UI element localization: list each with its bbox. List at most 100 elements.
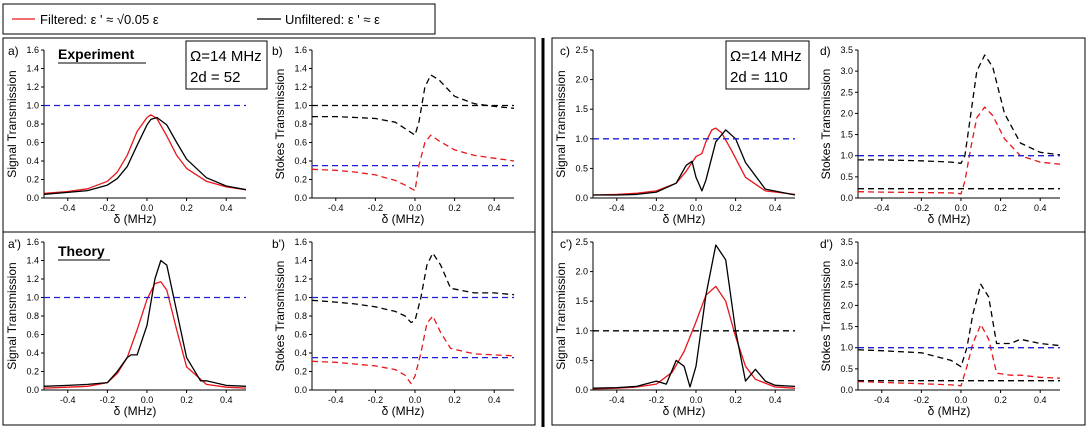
y-tick-label: 1.2 (26, 274, 39, 284)
x-tick-label: 0.4 (769, 395, 782, 405)
y-tick-label: 2.5 (840, 279, 853, 289)
y-tick-label: 0.6 (26, 138, 39, 148)
chart-panel-b: 0.0 0.2 0.4 0.6 0.8 1.0 1.2 1.4 1.6 -0.4 -0.2 0.0 0.… (272, 44, 515, 226)
y-tick-label: 0.4 (26, 156, 39, 166)
x-axis-label: δ (MHz) (382, 212, 425, 226)
panel-label-a: a) (8, 44, 19, 58)
x-tick-label: 0.0 (141, 203, 154, 213)
x-tick-label: -0.2 (914, 395, 930, 405)
panel-label-c2: c') (560, 237, 572, 251)
x-tick-label: -0.2 (368, 395, 384, 405)
y-tick-label: 2.5 (840, 87, 853, 97)
y-tick-label: 3.0 (840, 258, 853, 268)
x-tick-label: 0.0 (955, 395, 968, 405)
series-line-filtered-red (857, 323, 1061, 387)
param-right-od: 2d = 110 (730, 69, 788, 86)
x-tick-label: 0.4 (488, 395, 501, 405)
y-tick-label: 1.5 (840, 130, 853, 140)
y-tick-label: 2.0 (840, 108, 853, 118)
x-tick-label: 0.2 (729, 203, 742, 213)
x-tick-label: 0.0 (141, 395, 154, 405)
y-tick-label: 2.5 (575, 237, 588, 247)
x-tick-label: -0.2 (649, 203, 665, 213)
legend-filtered-label: Filtered: ε ' ≈ √0.05 ε (40, 12, 159, 27)
y-tick-label: 0.6 (26, 330, 39, 340)
y-tick-label: 2.0 (575, 75, 588, 85)
panel-label-d: d) (820, 44, 831, 58)
y-tick-label: 2.0 (840, 300, 853, 310)
x-tick-label: -0.4 (609, 395, 625, 405)
y-tick-label: 0.0 (294, 193, 307, 203)
series-line-unfiltered-black (312, 74, 515, 136)
panels: 0.0 0.2 0.4 0.6 0.8 1.0 1.2 1.4 1.6 -0.4 -0.2 0.0 0.… (5, 44, 1061, 418)
x-tick-label: 0.2 (180, 395, 193, 405)
y-tick-label: 1.0 (294, 293, 307, 303)
x-tick-label: 0.2 (994, 203, 1007, 213)
series-line-unfiltered-black (858, 54, 1061, 164)
y-axis-label: Signal Transmission (554, 262, 568, 369)
param-box-right: Ω=14 MHz 2d = 110 (725, 40, 810, 90)
y-tick-label: 1.4 (294, 64, 307, 74)
param-box-left: Ω=14 MHz 2d = 52 (185, 40, 268, 90)
series-line-unfiltered-black (311, 252, 515, 324)
x-tick-label: 0.0 (690, 395, 703, 405)
y-tick-label: 1.6 (26, 237, 39, 247)
x-tick-label: -0.2 (100, 395, 116, 405)
series-line-unfiltered-black (43, 116, 247, 195)
x-tick-label: -0.2 (649, 395, 665, 405)
y-tick-label: 0.0 (26, 385, 39, 395)
x-axis-label: δ (MHz) (114, 212, 157, 226)
x-tick-label: 0.2 (180, 203, 193, 213)
series-line-filtered-red (857, 106, 1061, 195)
y-tick-label: 0.2 (26, 175, 39, 185)
series-line-filtered-red (311, 134, 515, 192)
y-tick-label: 1.5 (575, 104, 588, 114)
y-tick-label: 2.0 (575, 267, 588, 277)
row-label-theory: Theory (58, 243, 105, 259)
y-tick-label: 0.4 (294, 348, 307, 358)
series-line-filtered-red (311, 315, 515, 385)
x-tick-label: 0.4 (1034, 203, 1047, 213)
series-line-filtered-red (43, 114, 247, 195)
y-axis-label: Stokes Transmission (819, 69, 833, 180)
x-tick-label: 0.4 (220, 203, 233, 213)
y-tick-label: 1.0 (840, 343, 853, 353)
y-tick-label: 1.2 (294, 274, 307, 284)
y-tick-label: 0.4 (26, 348, 39, 358)
x-tick-label: 0.2 (448, 203, 461, 213)
chart-panel-c: 0.0 0.5 1.0 1.5 2.0 2.5 -0.4 -0.2 0.0 0.2 0.4 δ (MH… (554, 44, 796, 226)
x-tick-label: -0.4 (328, 203, 344, 213)
x-tick-label: 0.2 (729, 395, 742, 405)
chart-panel-b2: 0.0 0.2 0.4 0.6 0.8 1.0 1.2 1.4 1.6 -0.4 -0.2 0.0 0.… (272, 237, 515, 418)
y-tick-label: 1.4 (26, 256, 39, 266)
series-line-unfiltered-black (857, 283, 1061, 368)
y-tick-label: 0.8 (294, 311, 307, 321)
y-tick-label: 0.2 (294, 175, 307, 185)
x-tick-label: 0.4 (769, 203, 782, 213)
y-tick-label: 0.0 (575, 385, 588, 395)
x-tick-label: 0.0 (955, 203, 968, 213)
panel-label-c: c) (560, 44, 570, 58)
y-tick-label: 1.0 (26, 293, 39, 303)
y-tick-label: 1.2 (26, 82, 39, 92)
y-tick-label: 1.0 (840, 151, 853, 161)
y-tick-label: 0.2 (26, 367, 39, 377)
y-tick-label: 0.0 (26, 193, 39, 203)
y-axis-label: Stokes Transmission (273, 69, 287, 180)
y-tick-label: 0.0 (840, 193, 853, 203)
y-tick-label: 1.0 (294, 101, 307, 111)
series-line-unfiltered-black (593, 129, 796, 196)
y-tick-label: 1.4 (26, 64, 39, 74)
param-left-od: 2d = 52 (190, 69, 240, 86)
x-axis-label: δ (MHz) (663, 404, 706, 418)
y-tick-label: 1.2 (294, 82, 307, 92)
y-axis-label: Signal Transmission (5, 262, 19, 369)
y-axis-label: Stokes Transmission (819, 261, 833, 372)
series-line-filtered-red (43, 281, 247, 389)
y-tick-label: 3.0 (840, 66, 853, 76)
y-tick-label: 0.8 (26, 119, 39, 129)
param-box-left-frame (185, 40, 268, 90)
y-tick-label: 0.2 (294, 367, 307, 377)
panel-label-b: b) (272, 44, 283, 58)
